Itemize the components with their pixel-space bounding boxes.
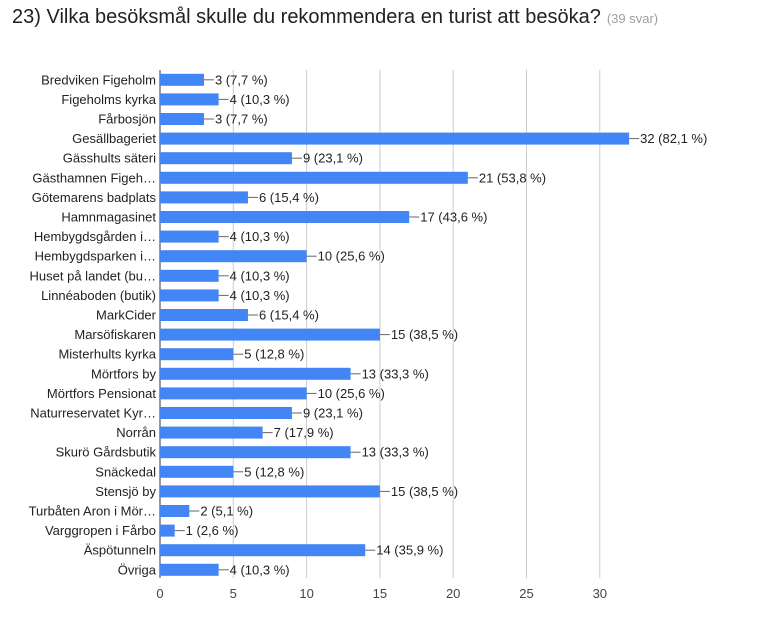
category-label: Turbåten Aron i Mör… xyxy=(29,504,156,519)
value-label: 7 (17,9 %) xyxy=(274,425,334,440)
response-count: (39 svar) xyxy=(606,11,659,26)
bar xyxy=(160,387,307,400)
bar xyxy=(160,563,219,576)
category-label: Gesällbageriet xyxy=(72,131,156,146)
bar xyxy=(160,348,234,361)
x-tick-label: 20 xyxy=(446,586,460,601)
x-tick-label: 30 xyxy=(593,586,607,601)
bar xyxy=(160,269,219,282)
value-label: 10 (25,6 %) xyxy=(318,386,385,401)
bar xyxy=(160,93,219,106)
bar xyxy=(160,524,175,537)
category-label: Hembygdsgården i… xyxy=(34,229,156,244)
category-label: Snäckedal xyxy=(95,464,156,479)
category-label: Misterhults kyrka xyxy=(58,347,156,362)
x-tick-label: 0 xyxy=(156,586,163,601)
x-tick-label: 5 xyxy=(230,586,237,601)
category-label: Norrån xyxy=(116,425,156,440)
category-label: Skurö Gårdsbutik xyxy=(56,445,157,460)
bar xyxy=(160,367,351,380)
category-label: Stensjö by xyxy=(95,484,156,499)
value-label: 3 (7,7 %) xyxy=(215,112,268,127)
category-label: MarkCider xyxy=(96,308,157,323)
x-tick-label: 25 xyxy=(519,586,533,601)
bar xyxy=(160,152,292,165)
category-label: Mörtfors Pensionat xyxy=(47,386,156,401)
category-label: Gässhults säteri xyxy=(63,151,156,166)
category-label: Marsöfiskaren xyxy=(74,327,156,342)
bar xyxy=(160,328,380,341)
value-label: 15 (38,5 %) xyxy=(391,484,458,499)
bar xyxy=(160,191,248,204)
bar xyxy=(160,289,219,302)
category-label: Linnéaboden (butik) xyxy=(41,288,156,303)
value-label: 21 (53,8 %) xyxy=(479,170,546,185)
bar xyxy=(160,113,204,125)
bar xyxy=(160,446,351,459)
value-label: 13 (33,3 %) xyxy=(362,445,429,460)
value-label: 4 (10,3 %) xyxy=(230,92,290,107)
category-label: Götemarens badplats xyxy=(32,190,157,205)
bar xyxy=(160,73,204,86)
value-label: 6 (15,4 %) xyxy=(259,308,319,323)
value-label: 6 (15,4 %) xyxy=(259,190,319,205)
bar xyxy=(160,485,380,498)
category-label: Hamnmagasinet xyxy=(61,210,156,225)
x-tick-label: 10 xyxy=(299,586,313,601)
value-label: 4 (10,3 %) xyxy=(230,229,290,244)
value-label: 10 (25,6 %) xyxy=(318,249,385,264)
category-label: Bredviken Figeholm xyxy=(41,72,156,87)
category-label: Mörtfors by xyxy=(91,366,157,381)
category-label: Övriga xyxy=(118,562,157,577)
question-header: 23) Vilka besöksmål skulle du rekommende… xyxy=(12,6,658,29)
value-label: 5 (12,8 %) xyxy=(244,347,304,362)
value-label: 3 (7,7 %) xyxy=(215,72,268,87)
bar xyxy=(160,407,292,419)
category-label: Äspötunneln xyxy=(84,543,156,558)
value-label: 4 (10,3 %) xyxy=(230,288,290,303)
question-title: 23) Vilka besöksmål skulle du rekommende… xyxy=(12,6,601,28)
bar xyxy=(160,211,410,223)
value-label: 2 (5,1 %) xyxy=(200,504,253,519)
bar xyxy=(160,309,248,321)
category-label: Huset på landet (bu… xyxy=(30,268,156,283)
category-label: Hembygdsparken i… xyxy=(35,249,156,264)
value-label: 32 (82,1 %) xyxy=(640,131,707,146)
bar xyxy=(160,132,630,145)
value-label: 13 (33,3 %) xyxy=(362,366,429,381)
category-label: Varggropen i Fårbo xyxy=(45,523,156,538)
value-label: 4 (10,3 %) xyxy=(230,268,290,283)
bar xyxy=(160,505,190,517)
value-label: 4 (10,3 %) xyxy=(230,562,290,577)
bar xyxy=(160,465,234,478)
x-tick-label: 15 xyxy=(373,586,387,601)
bar xyxy=(160,250,307,263)
category-label: Gästhamnen Figeh… xyxy=(32,170,156,185)
value-label: 9 (23,1 %) xyxy=(303,406,363,421)
value-label: 5 (12,8 %) xyxy=(244,464,304,479)
bar xyxy=(160,171,468,184)
category-label: Naturreservatet Kyr… xyxy=(30,406,156,421)
value-label: 14 (35,9 %) xyxy=(376,543,443,558)
category-label: Figeholms kyrka xyxy=(61,92,156,107)
category-label: Fårbosjön xyxy=(98,112,156,127)
bar xyxy=(160,544,366,557)
value-label: 15 (38,5 %) xyxy=(391,327,458,342)
bar xyxy=(160,230,219,243)
value-label: 1 (2,6 %) xyxy=(186,523,239,538)
bar xyxy=(160,426,263,439)
value-label: 17 (43,6 %) xyxy=(420,210,487,225)
value-label: 9 (23,1 %) xyxy=(303,151,363,166)
